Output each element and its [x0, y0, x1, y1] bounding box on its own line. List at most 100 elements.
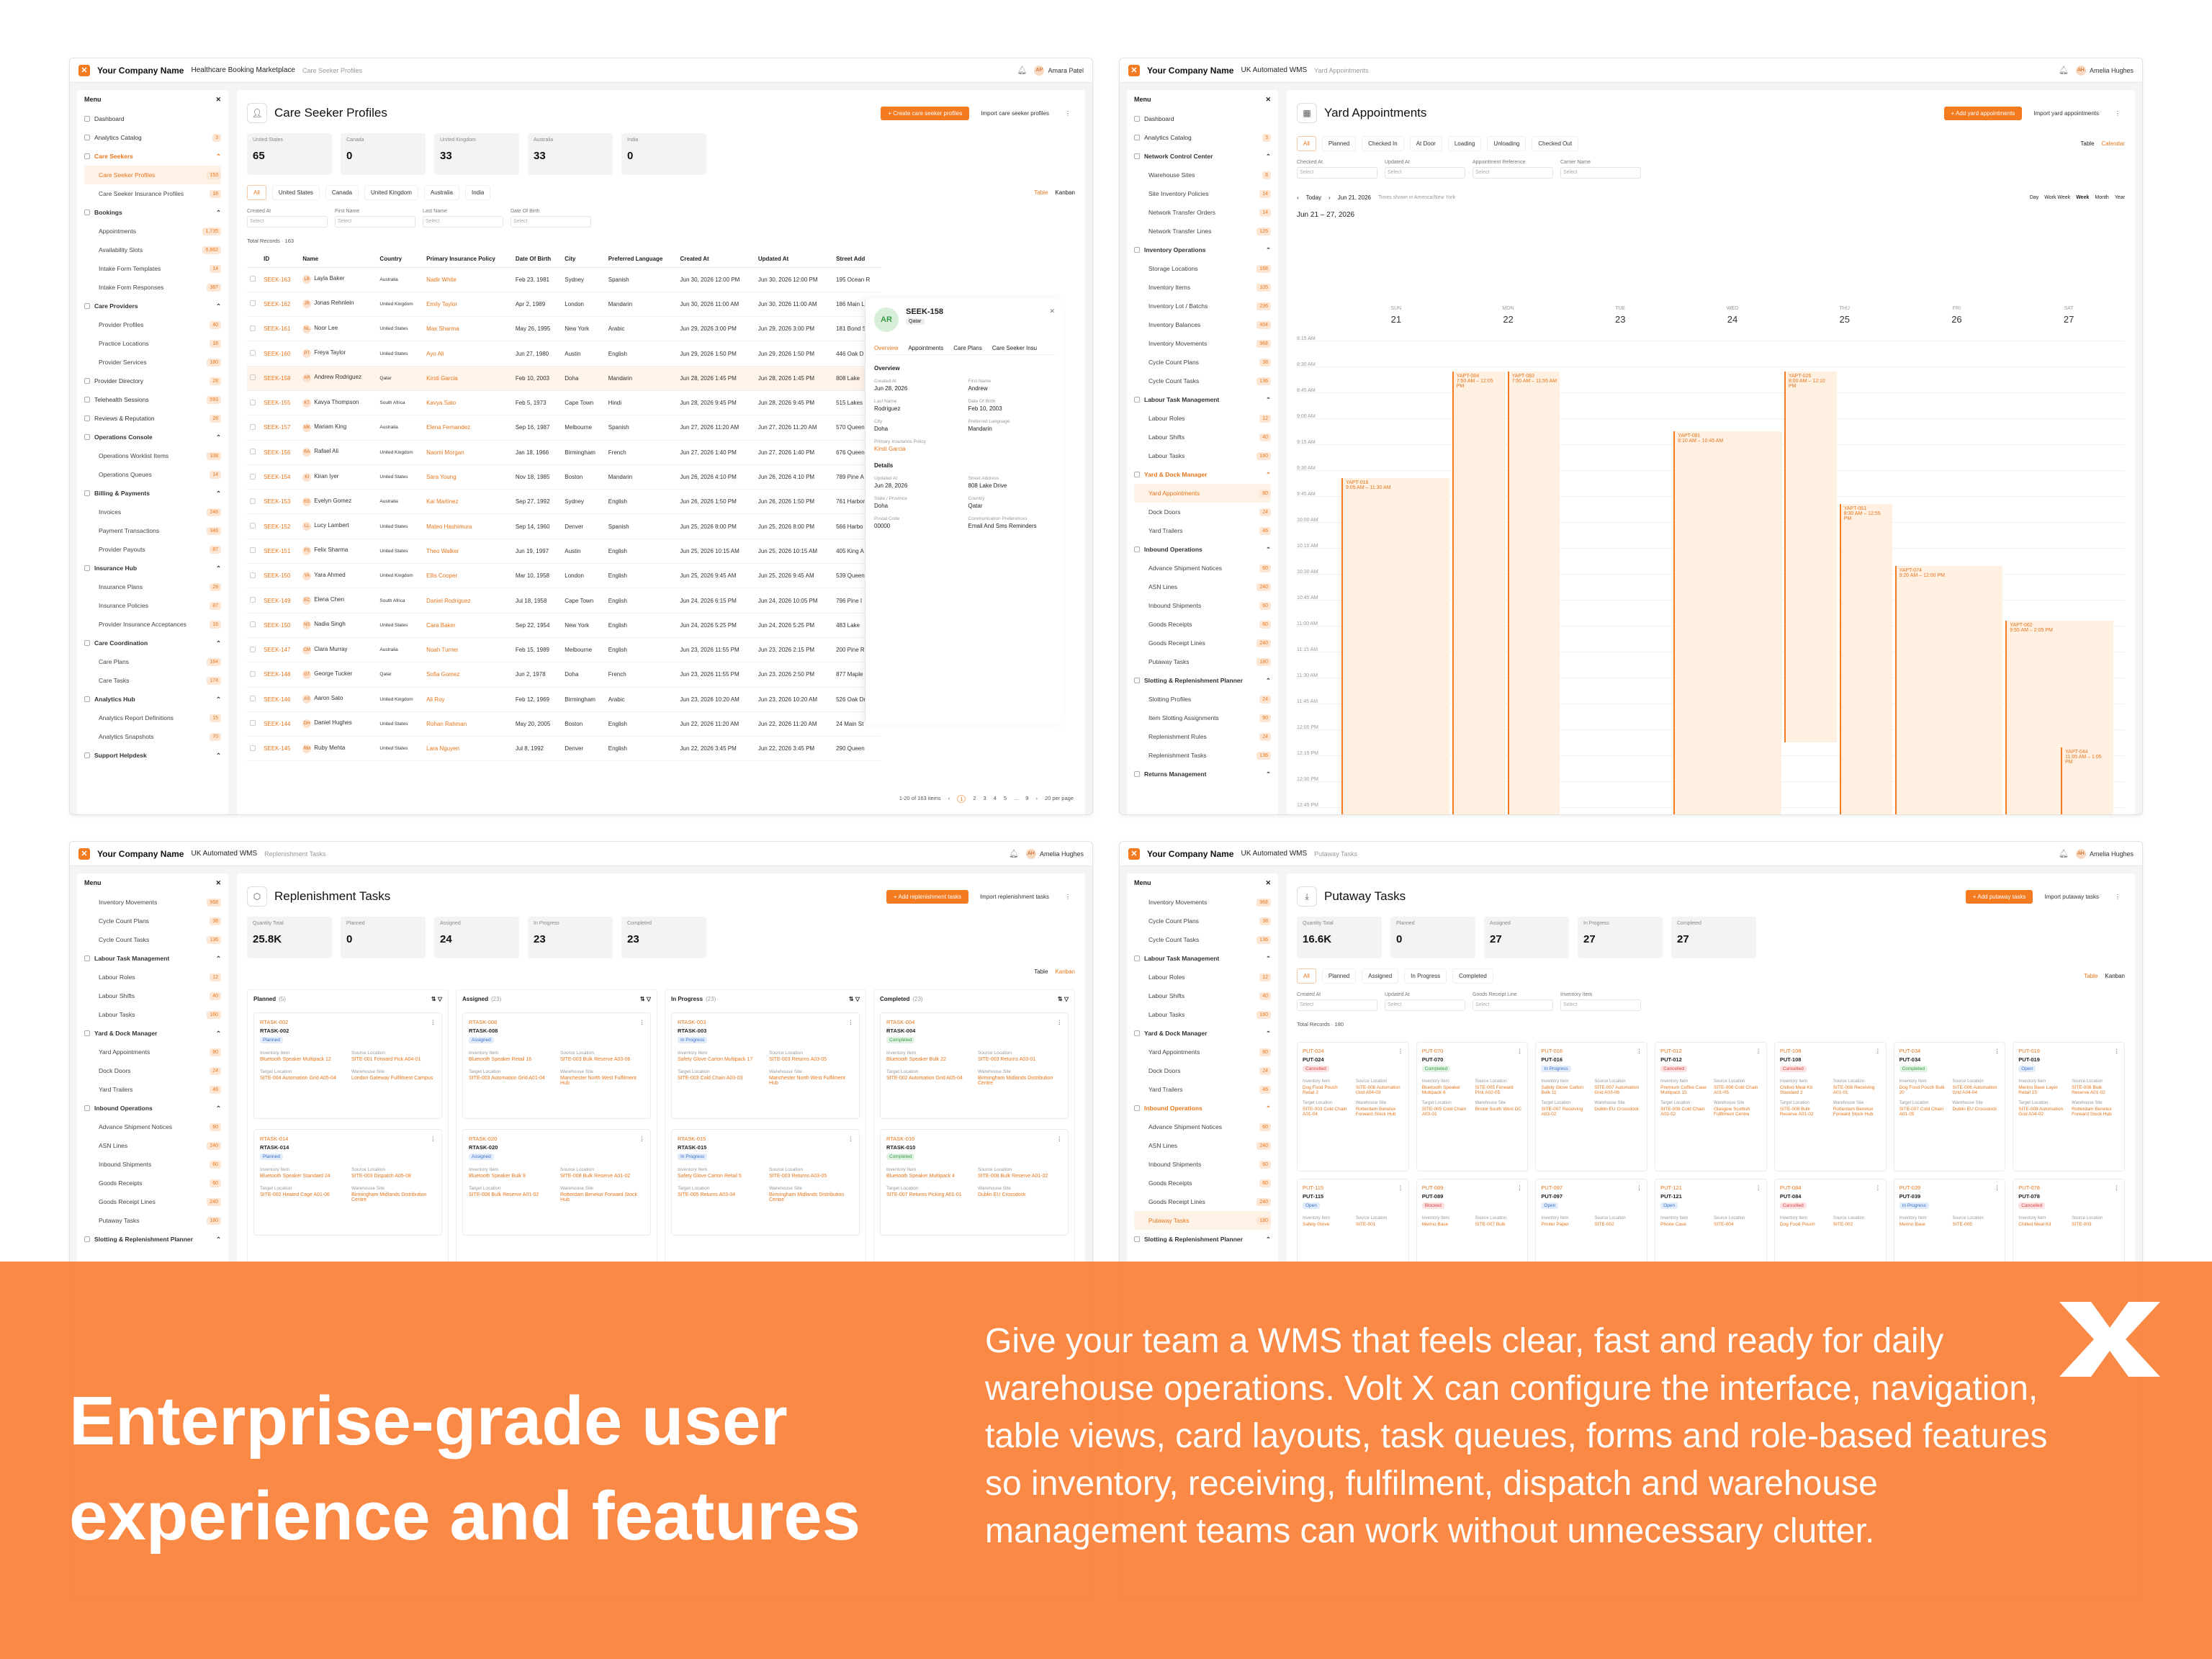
filter-select[interactable]: Select — [335, 216, 415, 228]
calendar-view-option[interactable]: Day — [2029, 195, 2039, 200]
table-row[interactable]: SEEK-161 NL Noor Lee United States Max Sharm… — [247, 316, 881, 342]
chevron-up-icon[interactable]: ⌃ — [215, 433, 221, 441]
inventory-item-value[interactable]: Bluetooth Speaker Standard 24 — [260, 1174, 331, 1179]
record-id[interactable]: SEEK-148 — [261, 662, 300, 688]
sidebar-item[interactable]: Insurance Plans 28 — [84, 577, 221, 596]
sidebar-item[interactable]: Insurance Hub ⌃ — [84, 559, 221, 577]
sidebar-item[interactable]: Provider Insurance Acceptances 16 — [84, 615, 221, 634]
source-location-value[interactable]: SITE-005 Forward Pick A02-05 — [1475, 1085, 1514, 1095]
row-checkbox[interactable] — [247, 390, 261, 416]
chevron-up-icon[interactable]: ⌃ — [215, 564, 221, 572]
task-card[interactable]: PUT-019 ⋮ PUT-019 Open Inventory Item Merino … — [2013, 1042, 2125, 1172]
task-card[interactable]: PUT-024 ⋮ PUT-024 Cancelled Inventory Item Do… — [1297, 1042, 1409, 1172]
day-header[interactable]: SUN 21 — [1340, 306, 1452, 325]
sidebar-item[interactable]: Payment Transactions 346 — [84, 521, 221, 540]
sidebar-item[interactable]: Inbound Shipments 60 — [84, 1155, 221, 1174]
task-id-link[interactable]: PUT-016 — [1541, 1048, 1563, 1054]
sidebar-item[interactable]: ASN Lines 240 — [1134, 1136, 1271, 1155]
sidebar-item[interactable]: Yard Appointments 80 — [1134, 484, 1271, 503]
insurance-policy[interactable]: Max Sharma — [423, 316, 513, 342]
chevron-up-icon[interactable]: ⌃ — [215, 751, 221, 759]
app-name[interactable]: UK Automated WMS — [1241, 850, 1308, 858]
table-row[interactable]: SEEK-148 GT George Tucker Qatar Sofia Gomez J… — [247, 662, 881, 688]
appointment-event[interactable]: YAPT-081 8:10 AM – 10:45 AM — [1673, 431, 1781, 814]
more-icon[interactable]: ⋮ — [639, 1019, 645, 1025]
chevron-up-icon[interactable]: ⌃ — [1265, 152, 1271, 160]
create-button[interactable]: + Add putaway tasks — [1965, 889, 2033, 904]
warehouse-site-value[interactable]: Rotterdam Benelux Forward Stock Hub — [1355, 1107, 1396, 1117]
sidebar-item[interactable]: Analytics Hub ⌃ — [84, 690, 221, 709]
warehouse-site-value[interactable]: Dublin EU Crossdock — [978, 1192, 1026, 1197]
appointment-event[interactable]: YAPT-083 7:50 AM – 11:55 AM — [1507, 372, 1560, 814]
day-header[interactable]: SAT 27 — [2013, 306, 2125, 325]
sidebar-item[interactable]: Availability Slots 6,862 — [84, 240, 221, 259]
task-card[interactable]: RTASK-010 ⋮ RTASK-010 Completed Inventory It… — [880, 1129, 1069, 1236]
sidebar-item[interactable]: Labour Shifts 40 — [1134, 986, 1271, 1005]
sidebar-item[interactable]: Provider Services 180 — [84, 353, 221, 372]
table-row[interactable]: SEEK-150 YA Yara Ahmed United Kingdom Ellis … — [247, 563, 881, 589]
filter-tab[interactable]: Australia — [423, 185, 459, 200]
sidebar-item[interactable]: Yard & Dock Manager ⌃ — [1134, 1024, 1271, 1043]
more-icon[interactable]: ⋮ — [1065, 109, 1071, 117]
row-checkbox[interactable] — [247, 440, 261, 465]
filter-select[interactable]: Select — [1473, 167, 1553, 179]
record-id[interactable]: SEEK-161 — [261, 316, 300, 342]
column-header[interactable]: City — [562, 251, 606, 268]
sidebar-item[interactable]: Putaway Tasks 180 — [84, 1211, 221, 1230]
notification-bell-icon[interactable]: 🔔︎ — [1009, 850, 1019, 858]
record-id[interactable]: SEEK-152 — [261, 513, 300, 539]
table-row[interactable]: SEEK-146 AS Aaron Sato United Kingdom Ali Ro… — [247, 687, 881, 712]
record-id[interactable]: SEEK-154 — [261, 464, 300, 490]
task-card[interactable]: RTASK-014 ⋮ RTASK-014 Planned Inventory Item… — [253, 1129, 442, 1236]
app-name[interactable]: UK Automated WMS — [1241, 66, 1308, 74]
sidebar-item[interactable]: Inbound Operations ⌃ — [84, 1099, 221, 1118]
next-page-icon[interactable]: › — [1035, 795, 1038, 801]
user-menu[interactable]: AH Amelia Hughes — [1025, 848, 1084, 859]
inventory-item-value[interactable]: Safety Glove Carton Bulk 11 — [1541, 1085, 1583, 1095]
column-header[interactable]: Street Add — [833, 251, 881, 268]
sidebar-item[interactable]: Yard & Dock Manager ⌃ — [1134, 465, 1271, 484]
sidebar-item[interactable]: Inventory Lot / Batchs 236 — [1134, 297, 1271, 315]
record-id[interactable]: SEEK-149 — [261, 588, 300, 613]
sidebar-item[interactable]: Inventory Items 105 — [1134, 278, 1271, 297]
day-header[interactable]: THU 25 — [1789, 306, 1901, 325]
inventory-item-value[interactable]: Dog Food Pouch Retail 2 — [1303, 1085, 1338, 1095]
inventory-item-value[interactable]: Safety Glove — [1303, 1222, 1330, 1227]
notification-bell-icon[interactable]: 🔔︎ — [2059, 850, 2069, 858]
sidebar-item[interactable]: Slotting & Replenishment Planner ⌃ — [84, 1230, 221, 1249]
inventory-item-value[interactable]: Merino Base Layer Retail 15 — [2018, 1085, 2058, 1095]
filter-tab[interactable]: United States — [271, 185, 320, 200]
sidebar-item[interactable]: Inventory Operations ⌃ — [1134, 240, 1271, 259]
table-row[interactable]: SEEK-152 LL Lucy Lambert United States Mateo… — [247, 513, 881, 539]
insurance-policy[interactable]: Kai Martinez — [423, 489, 513, 515]
sidebar-item[interactable]: Cycle Count Plans 38 — [1134, 912, 1271, 930]
more-icon[interactable]: ⋮ — [848, 1136, 854, 1142]
chevron-up-icon[interactable]: ⌃ — [1265, 1235, 1271, 1243]
source-location-value[interactable]: SITE-002 — [1833, 1222, 1853, 1227]
chevron-up-icon[interactable]: ⌃ — [1265, 545, 1271, 553]
sidebar-item[interactable]: Yard Appointments 80 — [1134, 1043, 1271, 1061]
sidebar-item[interactable]: Warehouse Sites 8 — [1134, 166, 1271, 184]
row-checkbox[interactable] — [247, 613, 261, 638]
row-checkbox[interactable] — [247, 563, 261, 589]
filter-tab[interactable]: Planned — [1321, 968, 1357, 984]
inventory-item-value[interactable]: Phone Case — [1660, 1222, 1686, 1227]
prev-page-icon[interactable]: ‹ — [948, 795, 950, 801]
inventory-item-value[interactable]: Bluetooth Speaker Multipack 6 — [1421, 1085, 1461, 1095]
more-icon[interactable]: ⋮ — [2115, 109, 2121, 117]
sidebar-item[interactable]: Labour Roles 12 — [1134, 409, 1271, 428]
warehouse-site-value[interactable]: Dublin EU Crossdock — [1952, 1107, 1997, 1112]
view-kanban-toggle[interactable]: Kanban — [2105, 973, 2125, 979]
insurance-policy[interactable]: Sofia Gomez — [423, 662, 513, 688]
sidebar-item[interactable]: Site Inventory Policies 14 — [1134, 184, 1271, 203]
page-number[interactable]: ... — [1014, 795, 1019, 801]
row-checkbox[interactable] — [247, 489, 261, 515]
task-id-link[interactable]: PUT-024 — [1303, 1048, 1324, 1054]
page-number[interactable]: 9 — [1025, 795, 1029, 801]
filter-select[interactable]: Select — [423, 216, 503, 228]
sidebar-item[interactable]: Cycle Count Tasks 136 — [1134, 930, 1271, 949]
record-id[interactable]: SEEK-162 — [261, 292, 300, 318]
view-kanban-toggle[interactable]: Kanban — [1055, 968, 1075, 975]
column-header[interactable]: Name — [300, 251, 377, 268]
table-row[interactable]: SEEK-154 KI Kiran Iyer United States Sara Yo… — [247, 464, 881, 490]
